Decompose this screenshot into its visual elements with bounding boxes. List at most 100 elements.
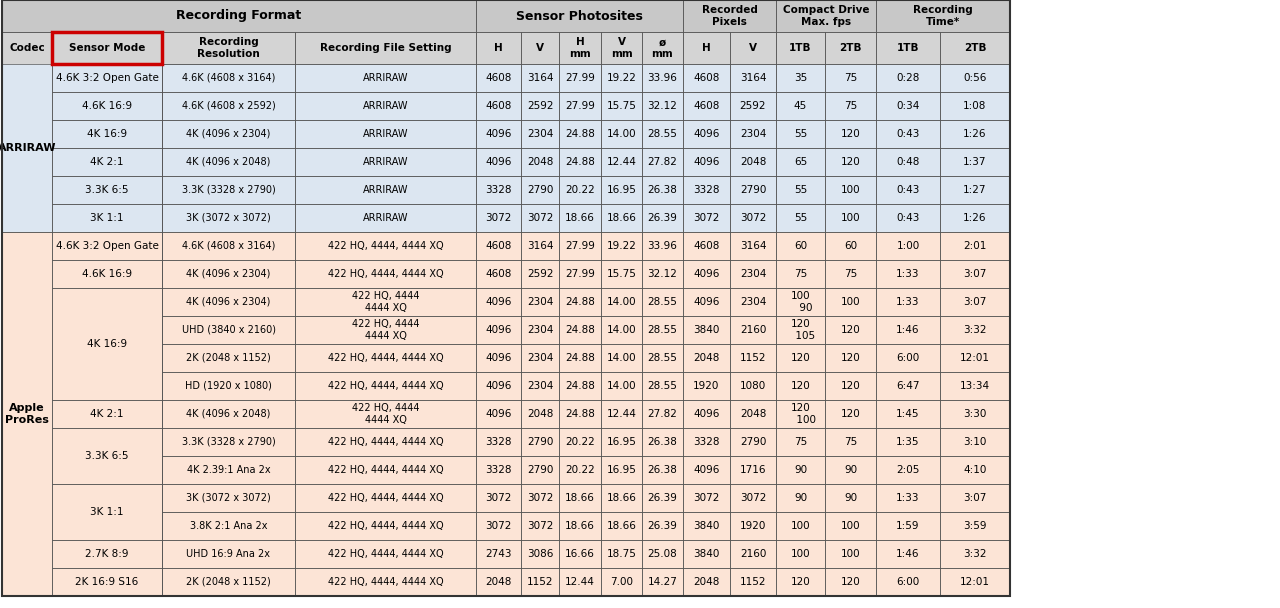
- Bar: [559, 372, 602, 400]
- Bar: [776, 0, 876, 32]
- Bar: [643, 204, 684, 232]
- Text: 16.95: 16.95: [607, 465, 636, 475]
- Bar: [876, 372, 940, 400]
- Text: 422 HQ, 4444, 4444 XQ: 422 HQ, 4444, 4444 XQ: [328, 437, 443, 447]
- Bar: [476, 344, 521, 372]
- Bar: [940, 148, 1010, 176]
- Text: ARRIRAW: ARRIRAW: [362, 73, 408, 83]
- Text: 26.38: 26.38: [648, 185, 677, 195]
- Bar: [163, 232, 294, 260]
- Bar: [52, 148, 163, 176]
- Text: 100: 100: [841, 521, 860, 531]
- Bar: [776, 176, 826, 204]
- Bar: [521, 176, 559, 204]
- Bar: [559, 568, 602, 596]
- Bar: [776, 148, 826, 176]
- Bar: [602, 120, 643, 148]
- Text: 13:34: 13:34: [960, 381, 989, 391]
- Bar: [52, 232, 163, 260]
- Bar: [52, 176, 163, 204]
- Bar: [826, 540, 876, 568]
- Text: 4K (4096 x 2048): 4K (4096 x 2048): [187, 409, 270, 419]
- Bar: [826, 176, 876, 204]
- Bar: [294, 204, 476, 232]
- Bar: [602, 456, 643, 484]
- Bar: [3, 372, 52, 400]
- Text: 3328: 3328: [485, 437, 512, 447]
- Bar: [52, 484, 163, 540]
- Bar: [826, 344, 876, 372]
- Text: ARRIRAW: ARRIRAW: [0, 143, 56, 153]
- Bar: [163, 456, 294, 484]
- Bar: [521, 260, 559, 288]
- Bar: [940, 512, 1010, 540]
- Bar: [52, 64, 163, 92]
- Bar: [826, 456, 876, 484]
- Bar: [684, 288, 730, 316]
- Bar: [3, 316, 52, 344]
- Bar: [940, 316, 1010, 344]
- Bar: [602, 204, 643, 232]
- Bar: [52, 92, 163, 120]
- Bar: [940, 344, 1010, 372]
- Bar: [776, 64, 826, 92]
- Bar: [940, 484, 1010, 512]
- Text: 12:01: 12:01: [960, 577, 989, 587]
- Bar: [521, 288, 559, 316]
- Bar: [3, 316, 52, 344]
- Bar: [876, 64, 940, 92]
- Bar: [643, 400, 684, 428]
- Bar: [163, 540, 294, 568]
- Bar: [52, 176, 163, 204]
- Bar: [163, 32, 294, 64]
- Bar: [294, 232, 476, 260]
- Bar: [876, 400, 940, 428]
- Bar: [940, 204, 1010, 232]
- Bar: [684, 428, 730, 456]
- Bar: [521, 32, 559, 64]
- Text: 2048: 2048: [740, 409, 767, 419]
- Text: 27.99: 27.99: [564, 269, 595, 279]
- Text: 3.3K 6:5: 3.3K 6:5: [86, 451, 129, 461]
- Bar: [3, 0, 1010, 596]
- Text: 3:07: 3:07: [964, 297, 987, 307]
- Bar: [684, 512, 730, 540]
- Bar: [776, 260, 826, 288]
- Bar: [521, 260, 559, 288]
- Bar: [559, 372, 602, 400]
- Bar: [476, 232, 521, 260]
- Bar: [3, 568, 52, 596]
- Bar: [876, 288, 940, 316]
- Bar: [684, 344, 730, 372]
- Text: 55: 55: [794, 213, 808, 223]
- Bar: [940, 120, 1010, 148]
- Bar: [559, 32, 602, 64]
- Text: 422 HQ, 4444, 4444 XQ: 422 HQ, 4444, 4444 XQ: [328, 465, 443, 475]
- Text: 6:00: 6:00: [896, 577, 919, 587]
- Text: 24.88: 24.88: [564, 353, 595, 363]
- Bar: [476, 32, 521, 64]
- Text: 28.55: 28.55: [648, 353, 677, 363]
- Text: 4.6K 3:2 Open Gate: 4.6K 3:2 Open Gate: [55, 241, 159, 251]
- Text: Recording
Time*: Recording Time*: [913, 5, 973, 27]
- Bar: [559, 400, 602, 428]
- Bar: [643, 484, 684, 512]
- Bar: [559, 456, 602, 484]
- Bar: [3, 344, 52, 372]
- Bar: [3, 484, 52, 512]
- Bar: [602, 32, 643, 64]
- Bar: [876, 344, 940, 372]
- Text: 2048: 2048: [694, 353, 719, 363]
- Bar: [602, 512, 643, 540]
- Text: 3072: 3072: [485, 213, 512, 223]
- Bar: [602, 428, 643, 456]
- Bar: [476, 428, 521, 456]
- Bar: [876, 232, 940, 260]
- Text: 45: 45: [794, 101, 808, 111]
- Bar: [602, 288, 643, 316]
- Text: 4096: 4096: [485, 325, 512, 335]
- Bar: [559, 484, 602, 512]
- Text: 100: 100: [791, 521, 810, 531]
- Bar: [559, 260, 602, 288]
- Bar: [776, 540, 826, 568]
